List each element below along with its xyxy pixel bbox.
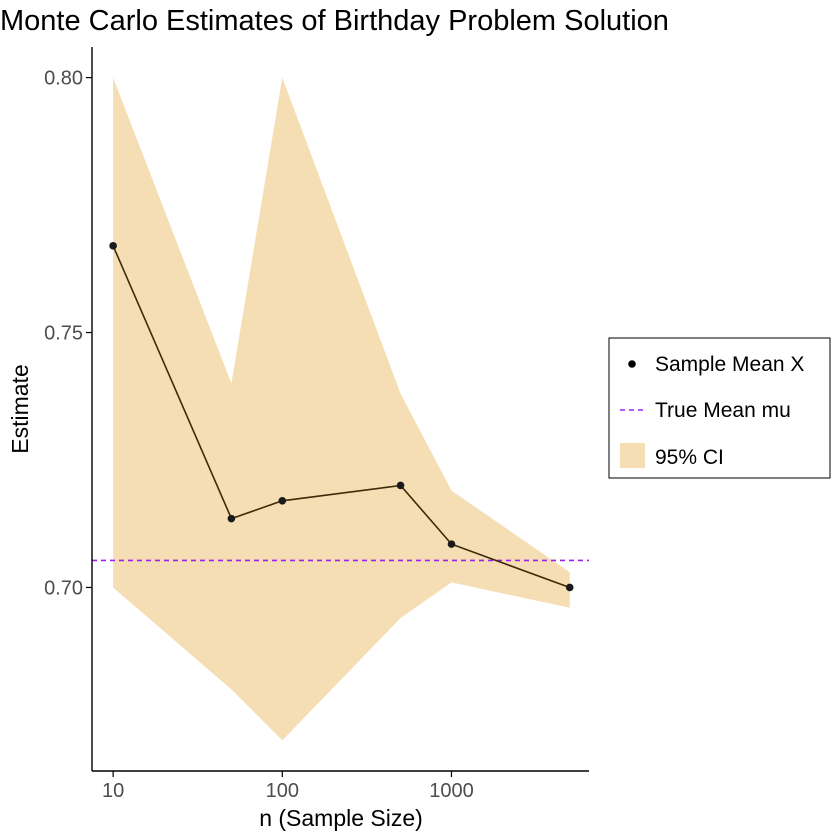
legend-key-ci — [620, 443, 645, 468]
legend-label-ci: 95% CI — [655, 446, 724, 469]
x-tick-label: 100 — [266, 780, 299, 802]
axis-ticks: 10 100 1000 0.70 0.75 0.80 — [44, 68, 474, 802]
x-axis-label: n (Sample Size) — [259, 805, 423, 831]
x-tick-label: 10 — [102, 780, 124, 802]
sample-mean-point — [396, 481, 405, 490]
sample-mean-line — [112, 245, 570, 589]
sample-mean-point — [278, 496, 287, 505]
plot-area — [92, 77, 589, 741]
sample-mean-point — [109, 242, 117, 250]
y-tick-label: 0.75 — [44, 323, 83, 345]
x-tick-label: 1000 — [429, 780, 474, 802]
sample-mean-point — [447, 540, 456, 548]
y-axis-label: Estimate — [7, 364, 33, 453]
sample-mean-point — [227, 514, 236, 523]
y-tick-label: 0.70 — [44, 577, 83, 599]
legend: Sample Mean X True Mean mu 95% CI — [608, 337, 831, 479]
sample-mean-point — [565, 583, 574, 592]
legend-box — [608, 337, 831, 479]
legend-label-sample-mean: Sample Mean X — [655, 353, 804, 376]
ci-band — [113, 77, 570, 741]
y-tick-label: 0.80 — [44, 68, 83, 90]
legend-key-sample-mean — [628, 360, 636, 368]
legend-label-true-mean: True Mean mu — [655, 399, 791, 422]
chart-title: Monte Carlo Estimates of Birthday Proble… — [0, 5, 669, 37]
